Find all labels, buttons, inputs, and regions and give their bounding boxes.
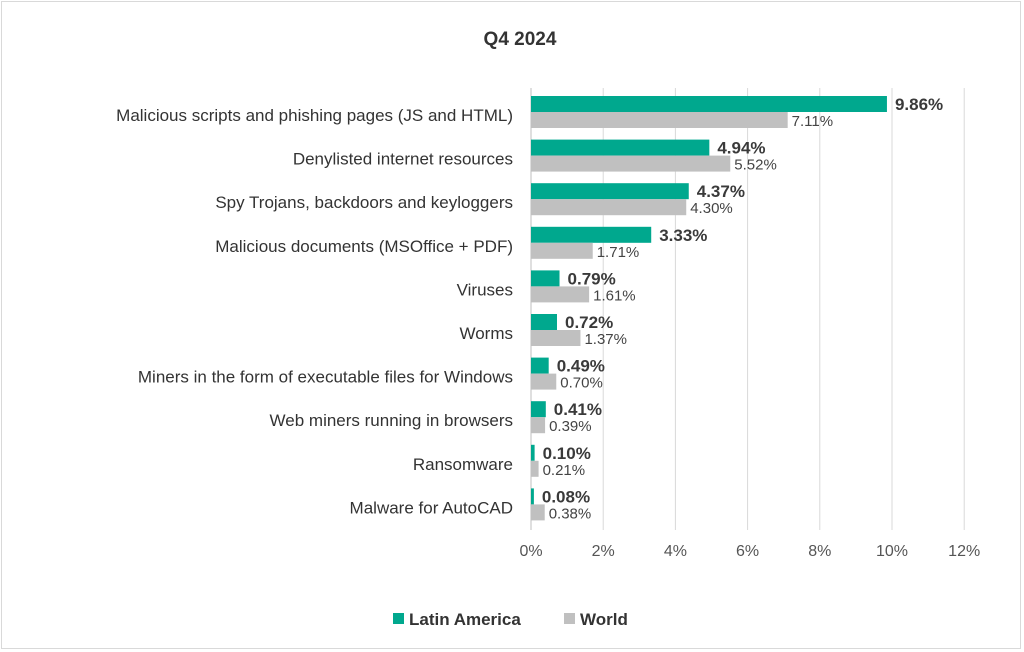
category-label: Miners in the form of executable files f…: [138, 368, 513, 387]
bar-latin-america: [531, 226, 652, 243]
legend-swatch: [393, 613, 404, 624]
bar-world: [531, 199, 687, 216]
x-axis-ticks: 0% 2% 4% 6% 8% 10% 12%: [519, 543, 980, 560]
x-tick-label: 10%: [876, 543, 908, 560]
legend-label: World: [580, 610, 628, 629]
value-label-latin-america: 0.72%: [565, 313, 613, 332]
bar-latin-america: [531, 488, 534, 505]
bar-latin-america: [531, 401, 546, 418]
value-label-world: 0.21%: [543, 462, 586, 479]
value-label-latin-america: 4.37%: [697, 182, 745, 201]
value-label-latin-america: 0.10%: [543, 444, 591, 463]
x-tick-label: 2%: [592, 543, 615, 560]
value-label-world: 1.61%: [593, 287, 636, 304]
value-label-latin-america: 0.08%: [542, 487, 590, 506]
bar-latin-america: [531, 357, 549, 374]
bar-world: [531, 330, 581, 346]
bar-latin-america: [531, 270, 560, 287]
bar-world: [531, 417, 546, 434]
x-tick-label: 0%: [519, 543, 542, 560]
bar-world: [531, 242, 593, 259]
x-tick-label: 6%: [736, 543, 759, 560]
value-label-world: 0.70%: [560, 375, 603, 392]
bar-world: [531, 112, 788, 128]
bar-latin-america: [531, 183, 689, 200]
value-label-world: 0.38%: [549, 505, 592, 522]
x-tick-label: 12%: [948, 543, 980, 560]
chart-title: Q4 2024: [484, 29, 557, 50]
value-label-world: 1.37%: [584, 331, 627, 348]
value-label-latin-america: 4.94%: [717, 139, 765, 158]
category-label: Viruses: [457, 280, 513, 299]
value-label-latin-america: 0.49%: [557, 357, 605, 376]
value-label-world: 0.39%: [549, 418, 592, 435]
category-label: Ransomware: [413, 455, 513, 474]
value-labels: 9.86% 7.11% 4.94%5.52% 4.37%4.30% 3.33% 1.71%…: [542, 95, 943, 522]
category-label: Malicious scripts and phishing pages (JS…: [116, 106, 513, 125]
value-label-world: 5.52%: [734, 157, 777, 174]
category-label: Spy Trojans, backdoors and keyloggers: [215, 193, 513, 212]
legend-latin-america: Latin America: [393, 610, 521, 629]
value-label-latin-america: 0.41%: [554, 400, 602, 419]
bars: [531, 96, 887, 521]
category-label: Malicious documents (MSOffice + PDF): [215, 237, 513, 256]
bar-world: [531, 460, 539, 477]
x-tick-label: 8%: [808, 543, 831, 560]
legend-world: World: [564, 610, 628, 629]
value-label-latin-america: 9.86%: [895, 95, 943, 114]
legend-label: Latin America: [409, 610, 521, 629]
bar-latin-america: [531, 139, 710, 156]
bar-world: [531, 504, 545, 521]
category-label: Web miners running in browsers: [270, 411, 513, 430]
value-label-latin-america: 0.79%: [568, 269, 616, 288]
legend: Latin America World: [393, 610, 628, 629]
value-label-world: 7.11%: [792, 113, 833, 130]
bar-world: [531, 286, 590, 303]
category-label: Malware for AutoCAD: [350, 498, 513, 517]
category-labels: Malicious scripts and phishing pages (JS…: [116, 106, 513, 517]
category-label: Worms: [459, 324, 513, 343]
bar-world: [531, 373, 557, 390]
bar-latin-america: [531, 444, 535, 461]
legend-swatch: [564, 613, 575, 624]
category-label: Denylisted internet resources: [293, 150, 513, 169]
value-label-world: 4.30%: [690, 200, 733, 217]
bar-latin-america: [531, 314, 557, 330]
value-label-latin-america: 3.33%: [659, 226, 707, 245]
bar-latin-america: [531, 96, 887, 112]
bar-world: [531, 155, 731, 172]
value-label-world: 1.71%: [597, 244, 640, 261]
x-tick-label: 4%: [664, 543, 687, 560]
